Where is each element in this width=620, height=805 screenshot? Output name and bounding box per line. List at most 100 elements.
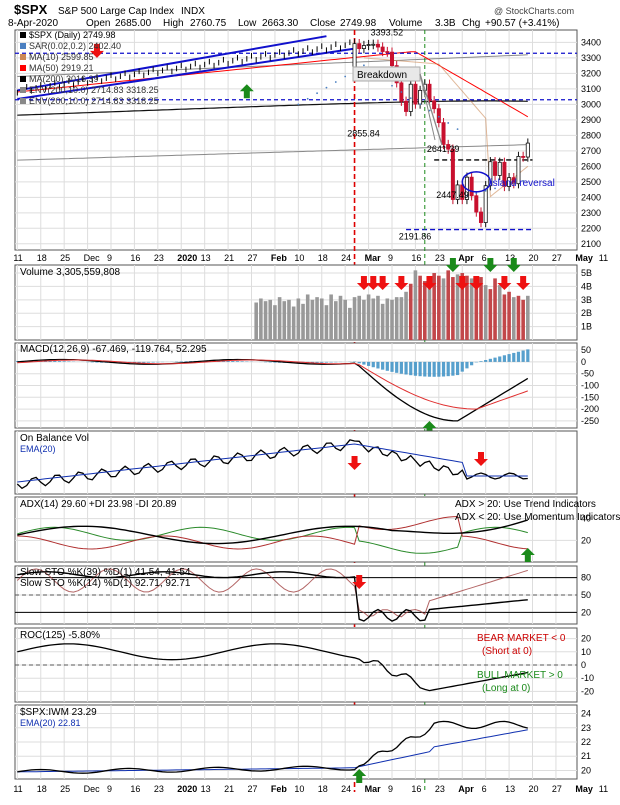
legend-swatch [20, 43, 26, 49]
volume-bar [348, 308, 352, 340]
x-axis-label: Feb [271, 784, 288, 794]
volume-bar [395, 297, 399, 340]
candle-body [404, 101, 407, 111]
legend-swatch [20, 87, 26, 93]
candle-body [381, 47, 384, 51]
legend-entry: SAR(0.02,0.2) 2402.40 [29, 41, 121, 51]
volume-bar [442, 278, 446, 340]
y-tick-label: -200 [581, 404, 599, 414]
legend-swatch [20, 98, 26, 104]
macd-histogram-bar [456, 362, 459, 375]
x-axis-label: 9 [107, 784, 112, 794]
x-axis-label: 20 [529, 253, 539, 263]
macd-histogram-bar [330, 362, 333, 363]
macd-histogram-bar [428, 362, 431, 377]
volume-bar [273, 305, 277, 340]
symbol: $SPX [14, 2, 48, 17]
macd-histogram-bar [442, 362, 445, 377]
macd-histogram-bar [320, 362, 323, 363]
volume-bar [409, 284, 413, 340]
x-axis-label: Apr [458, 784, 474, 794]
bull-market-sub: (Long at 0) [482, 683, 530, 694]
sar-dot [326, 87, 328, 89]
legend-entry: ENV(200,10.0) 2714.83 3318.25 [29, 85, 159, 95]
volume-bar [343, 300, 347, 340]
macd-histogram-bar [503, 355, 506, 362]
candle-body [414, 84, 417, 104]
roc-title: ROC(125) -5.80% [20, 630, 100, 641]
legend-entry: MA(50) 2919.21 [29, 63, 94, 73]
volume-bar [418, 276, 422, 340]
sar-dot [400, 91, 402, 93]
y-tick-label: -100 [581, 381, 599, 391]
ratio-ema-legend: EMA(20) 22.81 [20, 718, 81, 728]
sar-dot [344, 76, 346, 78]
y-tick-label: 22 [581, 737, 591, 747]
macd-histogram-bar [367, 362, 370, 366]
macd-histogram-bar [451, 362, 454, 376]
volume-bar [287, 300, 291, 340]
sar-dot [297, 103, 299, 105]
x-axis-label: 24 [341, 784, 351, 794]
adx-note-momentum: ADX < 20: Use Momentum Indicators [455, 512, 620, 523]
x-axis-label: 18 [37, 784, 47, 794]
y-tick-label: 2B [581, 308, 592, 318]
volume-bar [311, 300, 315, 340]
y-tick-label: 2800 [581, 130, 601, 140]
y-tick-label: 3B [581, 295, 592, 305]
x-axis-label: 21 [224, 784, 234, 794]
candle-body [470, 177, 473, 196]
legend-entry: ENV(200,10.0) 2714.83 3318.25 [29, 96, 159, 106]
volume-bar [400, 297, 404, 340]
volume-bar [254, 303, 258, 341]
candle-body [419, 90, 422, 104]
y-tick-label: 50 [581, 590, 591, 600]
y-tick-label: 1B [581, 322, 592, 332]
y-tick-label: -50 [581, 369, 594, 379]
price-label: 2855.84 [347, 129, 380, 139]
y-tick-label: 3300 [581, 53, 601, 63]
x-axis-label: May [575, 253, 593, 263]
x-axis-label: 13 [201, 253, 211, 263]
sar-dot [438, 116, 440, 118]
x-axis-label: 13 [505, 784, 515, 794]
breakdown-label: Breakdown [357, 70, 407, 81]
island-reversal-label: island reversal [490, 178, 554, 189]
volume-bar [339, 296, 343, 340]
candle-body [390, 52, 393, 65]
volume-bar [446, 270, 450, 340]
y-tick-label: 2400 [581, 192, 601, 202]
candle-body [493, 162, 496, 176]
volume-bar [404, 292, 408, 340]
x-axis-label: 2020 [177, 784, 197, 794]
sto39-title: Slow STO %K(39) %D(1) 41.54, 41.54 [20, 567, 191, 578]
y-tick-label: 2900 [581, 115, 601, 125]
macd-histogram-bar [95, 362, 98, 363]
x-axis-label: 27 [552, 253, 562, 263]
volume-bar [423, 281, 427, 340]
macd-histogram-bar [152, 362, 155, 363]
x-axis-label: Mar [365, 784, 382, 794]
macd-histogram-bar [507, 354, 510, 362]
macd-histogram-bar [498, 356, 501, 361]
x-axis-label: 11 [599, 253, 608, 263]
x-axis-label: 18 [318, 784, 328, 794]
volume-bar [320, 298, 324, 340]
sar-dot [316, 92, 318, 94]
macd-histogram-bar [461, 362, 464, 372]
price-label: 2447.49 [436, 190, 469, 200]
x-axis-label: 6 [482, 253, 487, 263]
chg-value: +90.57 (+3.41%) [485, 18, 560, 29]
volume-bar [437, 276, 441, 340]
macd-histogram-bar [526, 349, 529, 362]
macd-histogram-bar [386, 362, 389, 371]
y-tick-label: 24 [581, 709, 591, 719]
legend-entry: MA(200) 3016.39 [29, 74, 99, 84]
y-tick-label: 10 [581, 647, 591, 657]
macd-histogram-bar [437, 362, 440, 377]
y-tick-label: 2600 [581, 161, 601, 171]
x-axis-label: 2020 [177, 253, 197, 263]
macd-histogram-bar [484, 360, 487, 362]
volume-bar [451, 277, 455, 340]
volume-bar [306, 294, 310, 340]
